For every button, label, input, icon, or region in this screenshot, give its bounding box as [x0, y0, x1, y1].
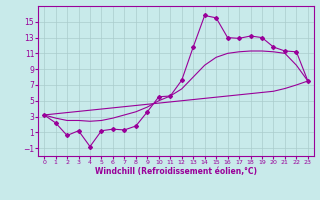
X-axis label: Windchill (Refroidissement éolien,°C): Windchill (Refroidissement éolien,°C)	[95, 167, 257, 176]
